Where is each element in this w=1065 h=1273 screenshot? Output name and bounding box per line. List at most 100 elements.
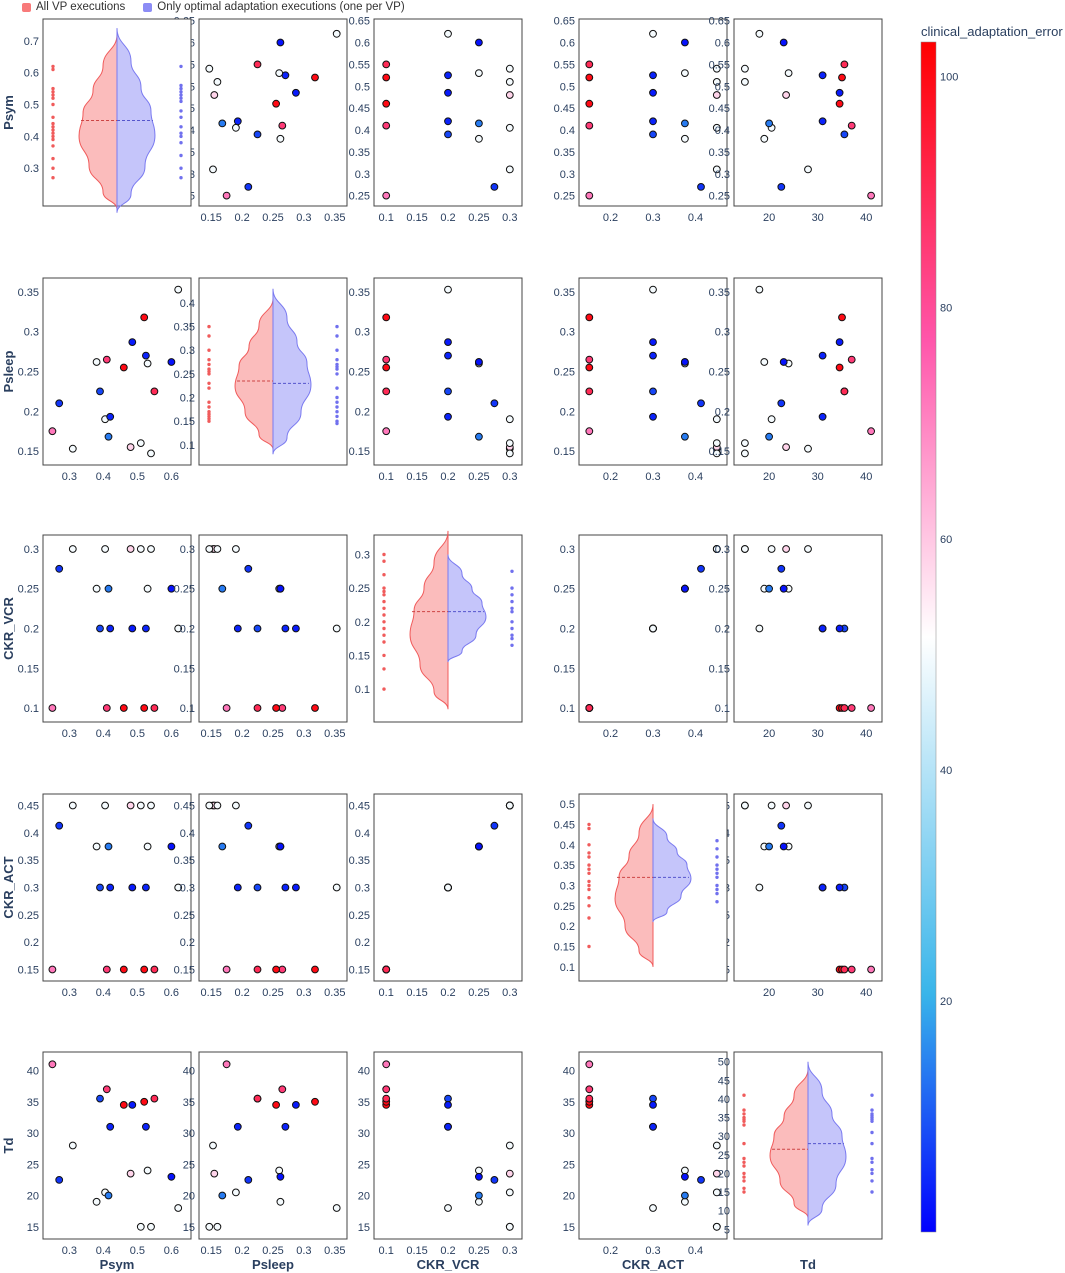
scatter-point[interactable] xyxy=(106,624,115,633)
scatter-point[interactable] xyxy=(585,704,594,712)
scatter-point[interactable] xyxy=(276,1197,285,1206)
scatter-point[interactable] xyxy=(382,1085,391,1094)
scatter-point[interactable] xyxy=(136,545,145,553)
scatter-point[interactable] xyxy=(102,704,111,712)
scatter-point[interactable] xyxy=(55,399,64,408)
scatter-point[interactable] xyxy=(444,338,452,347)
violin-optimal[interactable] xyxy=(807,1061,847,1226)
scatter-point[interactable] xyxy=(649,338,657,347)
scatter-point[interactable] xyxy=(142,624,150,633)
scatter-point[interactable] xyxy=(147,449,155,458)
scatter-point[interactable] xyxy=(205,545,214,553)
scatter-point[interactable] xyxy=(147,545,155,553)
scatter-point[interactable] xyxy=(755,285,764,294)
scatter-point[interactable] xyxy=(143,842,152,851)
scatter-point[interactable] xyxy=(782,545,790,553)
scatter-point[interactable] xyxy=(444,88,452,97)
scatter-point[interactable] xyxy=(332,29,341,38)
scatter-point[interactable] xyxy=(444,1122,452,1131)
scatter-point[interactable] xyxy=(232,1188,240,1197)
scatter-point[interactable] xyxy=(649,71,657,80)
scatter-point[interactable] xyxy=(126,801,135,810)
violin-optimal[interactable] xyxy=(447,554,487,663)
scatter-point[interactable] xyxy=(741,439,749,448)
scatter-point[interactable] xyxy=(681,69,689,77)
violin-all[interactable] xyxy=(614,804,654,967)
scatter-point[interactable] xyxy=(505,1169,514,1178)
scatter-point[interactable] xyxy=(119,965,128,974)
scatter-point[interactable] xyxy=(167,584,176,593)
scatter-point[interactable] xyxy=(505,801,514,810)
scatter-point[interactable] xyxy=(142,351,150,360)
scatter-point[interactable] xyxy=(278,1085,287,1094)
scatter-point[interactable] xyxy=(475,842,483,851)
scatter-point[interactable] xyxy=(104,584,113,593)
scatter-point[interactable] xyxy=(382,363,391,372)
scatter-point[interactable] xyxy=(232,123,240,132)
scatter-point[interactable] xyxy=(213,801,222,810)
scatter-point[interactable] xyxy=(281,1122,290,1131)
scatter-point[interactable] xyxy=(867,191,875,200)
scatter-point[interactable] xyxy=(48,1060,57,1069)
scatter-point[interactable] xyxy=(649,1122,657,1131)
scatter-point[interactable] xyxy=(292,1101,300,1109)
scatter-point[interactable] xyxy=(712,165,721,174)
scatter-point[interactable] xyxy=(96,387,104,396)
scatter-point[interactable] xyxy=(104,842,113,851)
scatter-point[interactable] xyxy=(777,183,786,191)
scatter-point[interactable] xyxy=(649,387,657,396)
scatter-point[interactable] xyxy=(712,1141,721,1150)
scatter-point[interactable] xyxy=(222,1060,231,1069)
scatter-point[interactable] xyxy=(585,73,594,82)
scatter-point[interactable] xyxy=(281,624,290,633)
scatter-point[interactable] xyxy=(697,1176,705,1184)
scatter-point[interactable] xyxy=(142,883,150,892)
scatter-point[interactable] xyxy=(505,1188,514,1197)
scatter-point[interactable] xyxy=(840,387,849,396)
scatter-point[interactable] xyxy=(840,965,849,974)
scatter-point[interactable] xyxy=(681,134,689,143)
scatter-point[interactable] xyxy=(835,363,844,372)
scatter-point[interactable] xyxy=(840,130,849,139)
scatter-point[interactable] xyxy=(382,60,391,69)
scatter-point[interactable] xyxy=(765,119,773,128)
scatter-point[interactable] xyxy=(382,387,391,396)
scatter-point[interactable] xyxy=(585,191,594,200)
scatter-point[interactable] xyxy=(233,883,242,892)
scatter-point[interactable] xyxy=(222,965,231,974)
scatter-point[interactable] xyxy=(444,29,452,38)
scatter-point[interactable] xyxy=(48,704,57,712)
scatter-point[interactable] xyxy=(244,1176,253,1184)
scatter-point[interactable] xyxy=(475,1166,483,1175)
scatter-point[interactable] xyxy=(765,432,773,441)
scatter-point[interactable] xyxy=(232,545,240,553)
scatter-point[interactable] xyxy=(779,38,788,47)
scatter-point[interactable] xyxy=(140,965,149,974)
scatter-point[interactable] xyxy=(213,78,222,86)
scatter-point[interactable] xyxy=(767,801,776,810)
scatter-point[interactable] xyxy=(847,704,856,712)
scatter-point[interactable] xyxy=(213,545,222,553)
scatter-point[interactable] xyxy=(222,704,231,712)
scatter-point[interactable] xyxy=(311,73,319,82)
scatter-point[interactable] xyxy=(253,1094,262,1103)
scatter-point[interactable] xyxy=(649,1101,657,1109)
scatter-point[interactable] xyxy=(174,1204,183,1212)
scatter-point[interactable] xyxy=(275,69,284,77)
scatter-point[interactable] xyxy=(174,883,183,892)
scatter-point[interactable] xyxy=(755,29,764,38)
scatter-point[interactable] xyxy=(847,965,856,974)
scatter-point[interactable] xyxy=(174,624,183,633)
scatter-point[interactable] xyxy=(767,415,776,424)
scatter-point[interactable] xyxy=(119,704,128,712)
scatter-point[interactable] xyxy=(712,439,721,448)
scatter-point[interactable] xyxy=(126,443,135,452)
scatter-point[interactable] xyxy=(150,387,159,396)
scatter-point[interactable] xyxy=(779,584,788,593)
scatter-point[interactable] xyxy=(741,545,749,553)
scatter-point[interactable] xyxy=(782,443,790,452)
scatter-point[interactable] xyxy=(475,1197,483,1206)
scatter-point[interactable] xyxy=(804,444,812,453)
scatter-point[interactable] xyxy=(106,1122,115,1131)
scatter-point[interactable] xyxy=(475,69,483,77)
